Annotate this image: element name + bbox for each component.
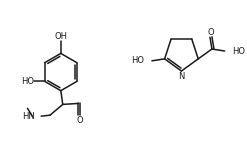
Text: O: O — [76, 116, 83, 125]
Text: HO: HO — [21, 77, 35, 86]
Text: HO: HO — [232, 48, 246, 57]
Text: OH: OH — [54, 32, 67, 41]
Text: HO: HO — [131, 56, 144, 65]
Text: HN: HN — [22, 112, 35, 121]
Text: N: N — [178, 72, 185, 81]
Text: O: O — [208, 28, 214, 37]
